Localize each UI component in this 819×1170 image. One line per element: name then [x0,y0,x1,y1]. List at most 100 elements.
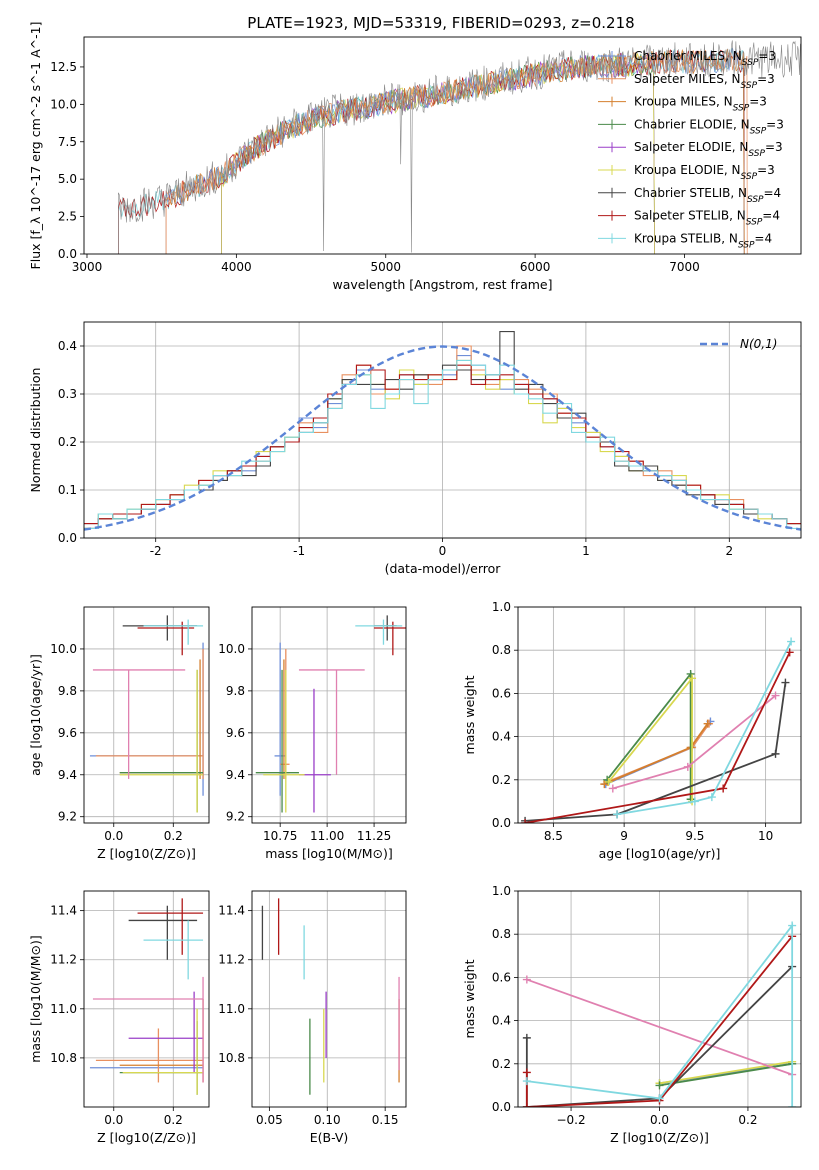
y-tick-label: 0.0 [492,816,511,830]
y-tick-label: 9.6 [58,726,77,740]
weight-marker [613,810,622,819]
y-tick-label: 0.2 [492,1057,511,1071]
panel-spectrum: 3000 4000 5000 6000 7000 0.0 2.5 5.0 7.5 10.0 12.5… [28,22,802,292]
weight-marker [521,819,530,823]
x-tick-label: 10 [758,829,773,843]
legend-entry: N(0,1) [740,337,777,351]
y-axis-label: mass [log10(M/M⊙)] [28,935,43,1063]
y-tick-label: 11.2 [50,953,77,967]
panel-weight_vs_age: 8.5 9 9.5 10 0.0 0.2 0.4 0.6 0.8 1.0 age [log10(ag… [462,600,802,861]
weight-marker [688,674,697,683]
weight-marker [655,1094,664,1103]
weight-marker [522,1077,531,1086]
legend-entry: Salpeter MILES, NSSP=3 [634,72,775,91]
panel-weight_vs_z: −0.2 0.0 0.2 0.0 0.2 0.4 0.6 0.8 1.0 Z [log10(Z/Z… [462,884,802,1145]
y-tick-label: 9.4 [226,768,245,782]
x-tick-label: 3000 [72,260,103,274]
hist-kroupa-stelib [84,359,801,529]
weight-line-salpeter-stelib [525,935,793,1107]
x-tick-label: 11.25 [357,829,391,843]
weight-marker [522,1103,531,1107]
x-tick-label: 5000 [370,260,401,274]
weight-marker [707,793,716,802]
y-tick-label: 0.8 [492,927,511,941]
weight-marker [787,637,796,646]
y-tick-label: 0.2 [58,435,77,449]
panel-mass_vs_ebv: 0.05 0.10 0.15 10.8 11.0 11.2 11.4 E(B-V) [218,890,407,1145]
x-tick-label: 10.75 [263,829,297,843]
y-tick-label: 2.5 [58,210,77,224]
weight-marker [771,749,780,758]
weight-line-salpeter-miles [606,723,710,783]
x-tick-label: 0.2 [164,829,183,843]
panel-age_vs_z: 0.0 0.2 9.2 9.4 9.6 9.8 10.0 Z [log10(Z/Z⊙)] age… [28,606,210,861]
y-tick-label: 1.0 [492,884,511,898]
x-tick-label: 0.05 [256,1113,283,1127]
spectrum-data [118,40,801,254]
y-tick-label: 12.5 [50,60,77,74]
y-tick-label: 7.5 [58,135,77,149]
y-tick-label: 9.2 [226,810,245,824]
y-tick-label: 0.0 [492,1100,511,1114]
axes-frame [517,606,802,824]
x-tick-label: 9.5 [685,829,704,843]
y-tick-label: 9.8 [58,684,77,698]
x-axis-label: age [log10(age/yr)] [599,846,721,861]
legend-entry: Salpeter ELODIE, NSSP=3 [634,140,783,159]
y-axis-label: mass weight [462,959,477,1038]
axes-frame [251,890,407,1108]
x-axis-label: Z [log10(Z/Z⊙)] [97,846,196,861]
spectrum-model-kroupa-elodie [221,52,655,254]
y-tick-label: 0.3 [58,387,77,401]
x-axis-label: Z [log10(Z/Z⊙)] [97,1130,196,1145]
axes-frame [83,36,802,255]
figure-title: PLATE=1923, MJD=53319, FIBERID=0293, z=0… [247,14,634,32]
weight-marker [604,777,613,786]
weight-marker [788,921,797,930]
y-tick-label: 10.0 [218,642,245,656]
y-tick-label: 0.0 [58,247,77,261]
y-tick-label: 0.4 [58,339,77,353]
panel-mass_vs_z: 0.0 0.2 10.8 11.0 11.2 11.4 Z [log10(Z/Z⊙)] mas… [28,890,210,1145]
x-tick-label: 11.00 [310,829,344,843]
x-tick-label: 8.5 [544,829,563,843]
legend-entry: Chabrier ELODIE, NSSP=3 [634,117,784,136]
x-tick-label: 9 [620,829,628,843]
x-tick-label: −0.2 [556,1113,585,1127]
y-tick-label: 0.4 [492,730,511,744]
x-tick-label: 0.15 [372,1113,399,1127]
y-tick-label: 0.6 [492,686,511,700]
y-axis-label: Flux [f_λ 10^-17 erg cm^-2 s^-1 A^-1] [28,22,43,270]
x-axis-label: mass [log10(M/M⊙)] [265,846,393,861]
axes-frame [83,606,210,824]
weight-line-salpeter-stelib [524,651,791,823]
y-tick-label: 11.4 [50,904,77,918]
x-tick-label: -1 [293,544,305,558]
weight-line-extra [526,978,793,1076]
y-tick-label: 0.4 [492,1014,511,1028]
x-tick-label: 0.2 [738,1113,757,1127]
y-tick-label: 9.6 [226,726,245,740]
axes-frame [83,890,210,1108]
y-tick-label: 0.1 [58,483,77,497]
weight-marker [788,1103,797,1107]
x-tick-label: 0 [439,544,447,558]
spectrum-model-salpeter-elodie [221,52,655,254]
weight-line-kroupa-stelib [616,641,792,816]
y-tick-label: 10.0 [50,97,77,111]
weight-marker [683,762,692,771]
x-tick-label: 0.0 [650,1113,669,1127]
weight-marker [785,648,794,657]
x-tick-label: -2 [150,544,162,558]
y-tick-label: 0.0 [58,531,77,545]
y-tick-label: 0.6 [492,970,511,984]
weight-line-chabrier-stelib [525,682,787,822]
y-tick-label: 1.0 [492,600,511,614]
x-tick-label: 4000 [221,260,252,274]
y-axis-label: Normed distribution [28,368,43,493]
panel-age_vs_mass: 10.75 11.00 11.25 9.2 9.4 9.6 9.8 10.0 mass [log… [218,606,407,861]
x-tick-label: 6000 [520,260,551,274]
weight-line-kroupa-elodie [659,1060,793,1085]
